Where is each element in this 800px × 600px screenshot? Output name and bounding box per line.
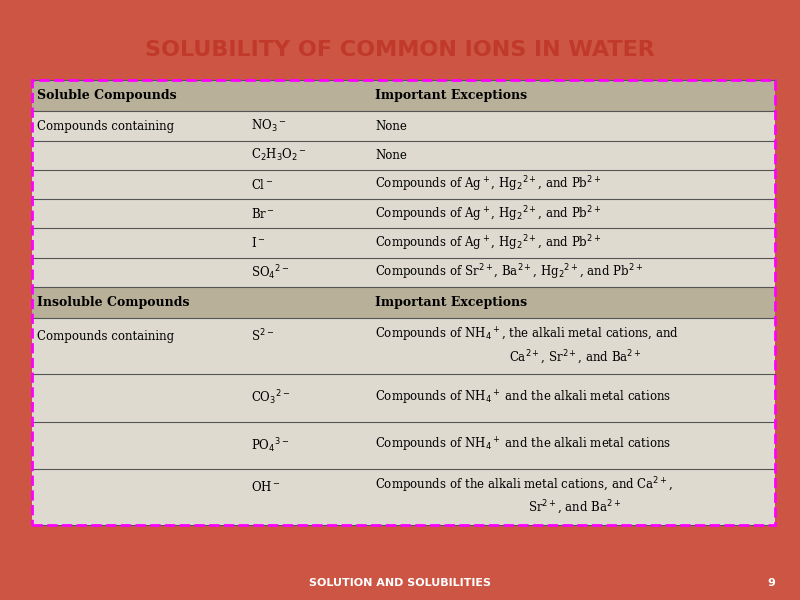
Text: Compounds of NH$_4$$^+$ and the alkali metal cations: Compounds of NH$_4$$^+$ and the alkali m…: [375, 389, 671, 407]
Text: Cl$^-$: Cl$^-$: [251, 178, 274, 191]
Text: Insoluble Compounds: Insoluble Compounds: [37, 296, 190, 309]
Text: Compounds containing: Compounds containing: [37, 330, 174, 343]
Text: I$^-$: I$^-$: [251, 236, 266, 250]
Text: C$_2$H$_3$O$_2$$^-$: C$_2$H$_3$O$_2$$^-$: [251, 147, 307, 163]
Text: Compounds of NH$_4$$^+$, the alkali metal cations, and: Compounds of NH$_4$$^+$, the alkali meta…: [375, 326, 679, 344]
Text: S$^{2-}$: S$^{2-}$: [251, 328, 274, 344]
Text: Compounds of Ag$^+$, Hg$_2$$^{2+}$, and Pb$^{2+}$: Compounds of Ag$^+$, Hg$_2$$^{2+}$, and …: [375, 204, 602, 224]
Text: SOLUTION AND SOLUBILITIES: SOLUTION AND SOLUBILITIES: [309, 578, 491, 588]
Text: Compounds containing: Compounds containing: [37, 119, 174, 133]
Text: Br$^-$: Br$^-$: [251, 207, 275, 221]
Bar: [32, 287, 775, 318]
Text: None: None: [375, 119, 407, 133]
Text: CO$_3$$^{2-}$: CO$_3$$^{2-}$: [251, 389, 290, 407]
Text: Ca$^{2+}$, Sr$^{2+}$, and Ba$^{2+}$: Ca$^{2+}$, Sr$^{2+}$, and Ba$^{2+}$: [509, 349, 642, 367]
Text: Compounds of Sr$^{2+}$, Ba$^{2+}$, Hg$_2$$^{2+}$, and Pb$^{2+}$: Compounds of Sr$^{2+}$, Ba$^{2+}$, Hg$_2…: [375, 262, 643, 282]
Text: SO$_4$$^{2-}$: SO$_4$$^{2-}$: [251, 263, 290, 281]
Bar: [32, 80, 775, 525]
Text: 9: 9: [767, 578, 775, 588]
Text: Compounds of Ag$^+$, Hg$_2$$^{2+}$, and Pb$^{2+}$: Compounds of Ag$^+$, Hg$_2$$^{2+}$, and …: [375, 175, 602, 194]
Text: Sr$^{2+}$, and Ba$^{2+}$: Sr$^{2+}$, and Ba$^{2+}$: [528, 499, 622, 517]
Text: Compounds of Ag$^+$, Hg$_2$$^{2+}$, and Pb$^{2+}$: Compounds of Ag$^+$, Hg$_2$$^{2+}$, and …: [375, 233, 602, 253]
Text: None: None: [375, 149, 407, 162]
Text: PO$_4$$^{3-}$: PO$_4$$^{3-}$: [251, 436, 290, 455]
Text: Soluble Compounds: Soluble Compounds: [37, 89, 177, 102]
Text: Compounds of the alkali metal cations, and Ca$^{2+}$,: Compounds of the alkali metal cations, a…: [375, 476, 674, 496]
Text: Important Exceptions: Important Exceptions: [375, 296, 527, 309]
Text: SOLUBILITY OF COMMON IONS IN WATER: SOLUBILITY OF COMMON IONS IN WATER: [145, 40, 655, 60]
Bar: [32, 80, 775, 112]
Text: NO$_3$$^-$: NO$_3$$^-$: [251, 118, 286, 134]
Text: Compounds of NH$_4$$^+$ and the alkali metal cations: Compounds of NH$_4$$^+$ and the alkali m…: [375, 436, 671, 454]
Text: OH$^-$: OH$^-$: [251, 480, 281, 494]
Text: Important Exceptions: Important Exceptions: [375, 89, 527, 102]
Bar: [32, 80, 775, 525]
